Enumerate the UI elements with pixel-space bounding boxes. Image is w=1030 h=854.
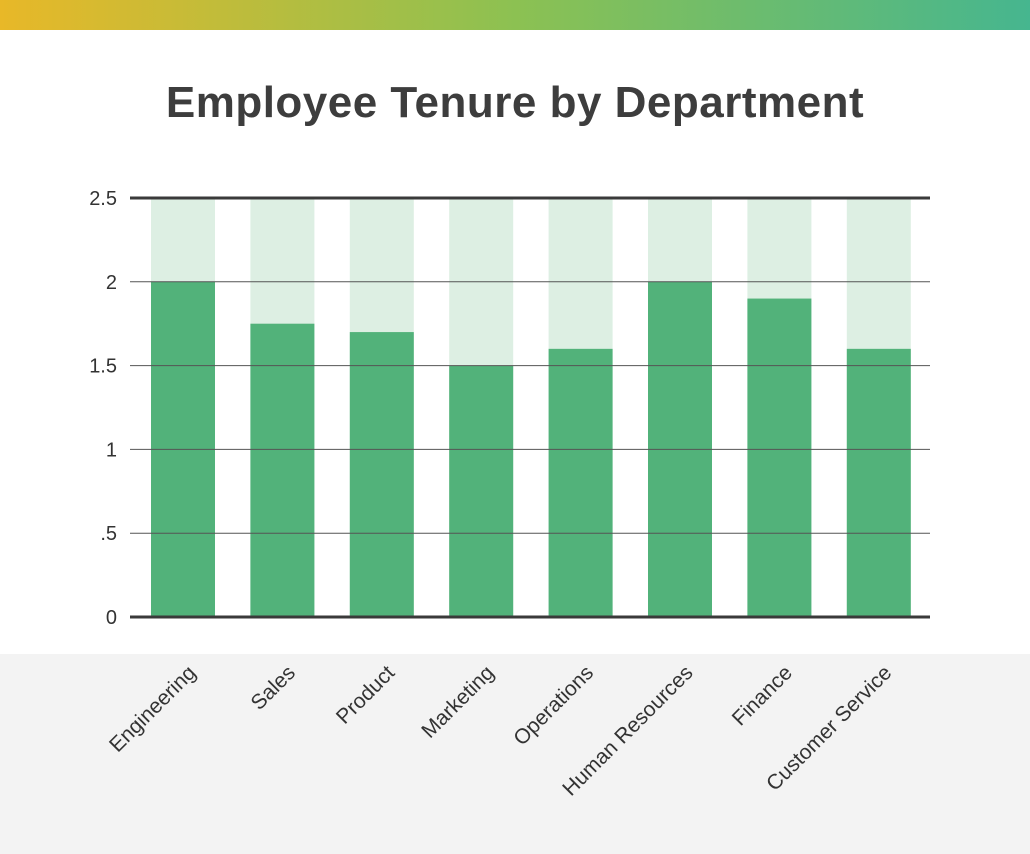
x-tick-label: Operations [509,661,598,750]
x-tick-label: Sales [247,661,300,714]
y-tick-label: 2.5 [89,188,117,210]
x-tick-label: Finance [728,661,797,730]
y-axis-ticks: 0 .5 1 1.5 2 2.5 [89,188,117,629]
top-gradient-bar [0,0,1030,30]
bar [250,323,315,617]
x-tick-label: Engineering [105,661,201,757]
gridlines [130,196,930,619]
bar [349,332,414,617]
bar [548,348,613,617]
y-tick-label: .5 [100,523,117,545]
x-axis-labels: Engineering Sales Product Marketing Operatio… [105,661,896,800]
bar [747,298,812,617]
bar [846,348,911,617]
x-tick-label: Product [332,661,400,729]
y-tick-label: 0 [106,607,117,629]
x-tick-label: Marketing [417,661,498,742]
bar [449,365,514,617]
chart-title: Employee Tenure by Department [165,78,865,127]
y-tick-label: 1.5 [89,356,117,378]
y-tick-label: 2 [106,272,117,294]
y-tick-label: 1 [106,439,117,461]
category-label-band [0,654,1030,854]
